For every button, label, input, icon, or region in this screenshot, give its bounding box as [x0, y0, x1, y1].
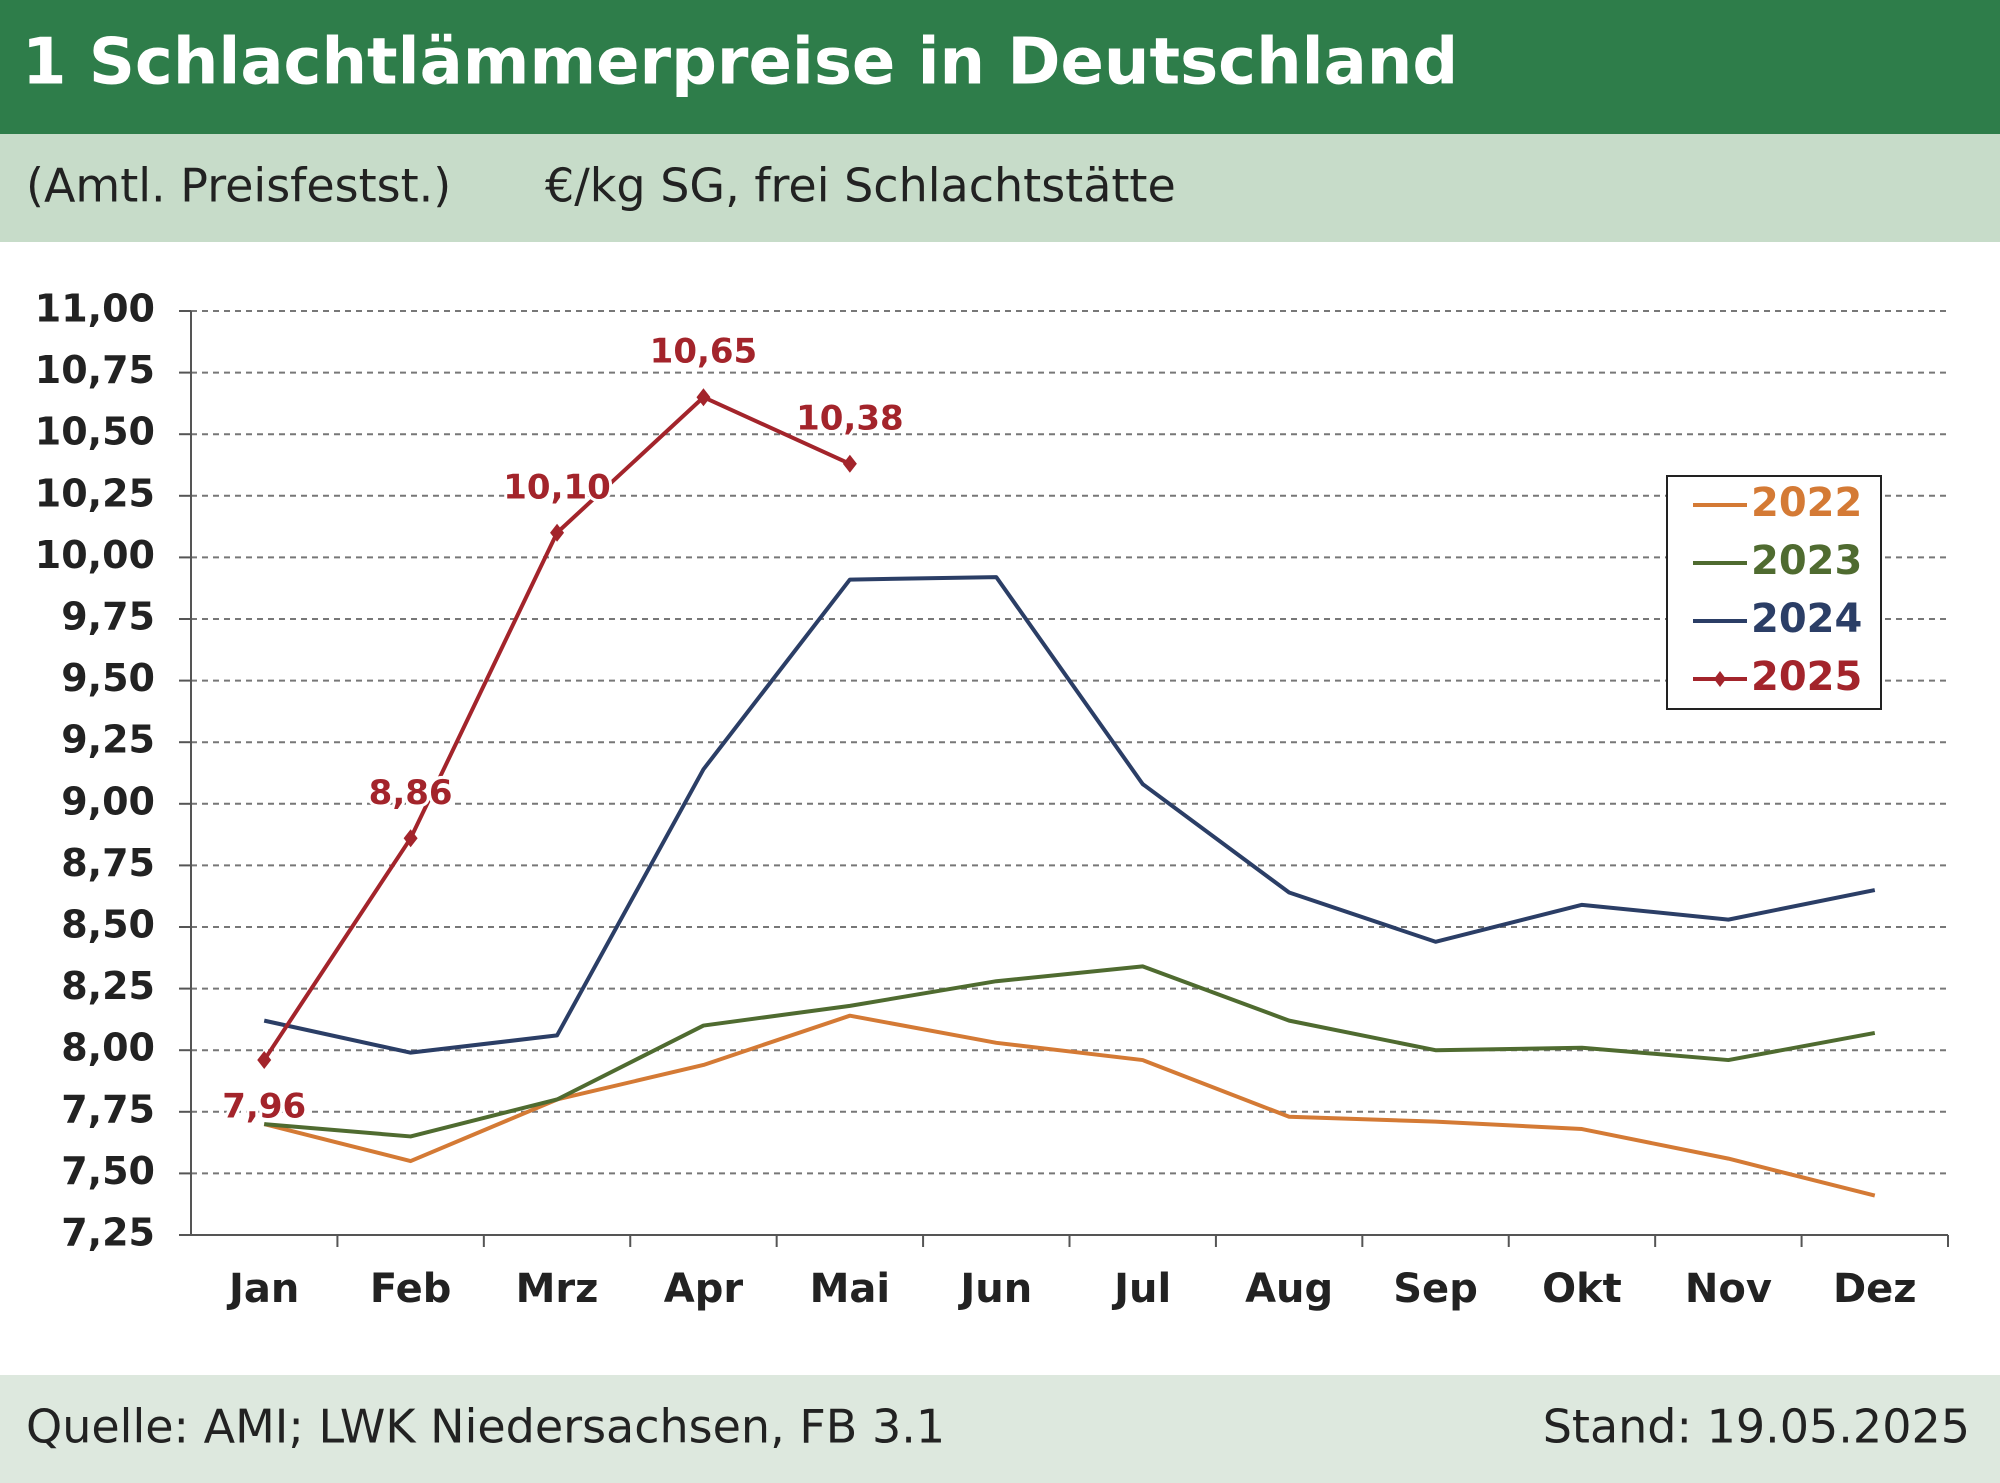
y-tick-label: 10,00 [35, 533, 155, 577]
y-tick-label: 11,00 [35, 287, 155, 331]
marker [842, 454, 857, 473]
x-tick-label: Aug [1245, 1266, 1333, 1312]
chart-title: 1 Schlachtlämmerpreise in Deutschland [22, 26, 1458, 100]
value-label: 10,38 [796, 398, 904, 438]
y-tick-label: 9,75 [61, 595, 155, 639]
subtitle: (Amtl. Preisfestst.) [26, 159, 451, 213]
y-tick-label: 7,25 [61, 1211, 155, 1255]
y-tick-label: 10,25 [35, 471, 155, 515]
subtitle-band [0, 134, 2000, 242]
x-tick-label: Feb [370, 1266, 451, 1312]
x-tick-label: Nov [1685, 1266, 1772, 1312]
series-line [263, 575, 1876, 1055]
x-tick-label: Sep [1393, 1266, 1478, 1312]
value-label: 10,10 [503, 467, 611, 507]
y-tick-label: 8,00 [61, 1026, 155, 1070]
legend-label: 2023 [1751, 538, 1862, 584]
legend-label: 2022 [1751, 480, 1862, 526]
series-line [264, 964, 1876, 1139]
value-label: 10,65 [650, 332, 758, 372]
legend-label: 2025 [1751, 654, 1862, 700]
x-tick-label: Apr [664, 1266, 744, 1312]
series-line [263, 1013, 1876, 1198]
x-tick-label: Jul [1111, 1266, 1171, 1312]
x-tick-label: Mrz [516, 1266, 599, 1312]
x-tick-label: Okt [1542, 1266, 1622, 1312]
y-tick-label: 8,75 [61, 841, 155, 885]
x-tick-label: Jan [226, 1266, 299, 1312]
y-tick-label: 9,25 [61, 718, 155, 762]
marker [403, 829, 418, 848]
value-label: 8,86 [369, 773, 453, 813]
x-tick-label: Jun [957, 1266, 1032, 1312]
y-tick-label: 9,50 [61, 656, 155, 700]
y-tick-label: 7,75 [61, 1087, 155, 1131]
legend-box [1666, 475, 1882, 710]
source: Quelle: AMI; LWK Niedersachsen, FB 3.1 [26, 1400, 945, 1454]
marker [550, 523, 565, 542]
y-tick-label: 9,00 [61, 779, 155, 823]
y-tick-label: 7,50 [61, 1149, 155, 1193]
title-band [0, 0, 2000, 134]
date: Stand: 19.05.2025 [1543, 1400, 1970, 1454]
value-label: 7,96 [222, 1087, 306, 1127]
legend-label: 2024 [1751, 596, 1862, 642]
plot-background [0, 242, 2000, 1375]
unit: €/kg SG, frei Schlachtstätte [545, 159, 1176, 213]
y-tick-label: 8,50 [61, 903, 155, 947]
x-tick-label: Mai [810, 1266, 891, 1312]
legend-marker [1714, 671, 1726, 687]
y-tick-label: 8,25 [61, 964, 155, 1008]
y-tick-label: 10,75 [35, 348, 155, 392]
marker [696, 388, 711, 407]
marker [257, 1051, 272, 1070]
y-tick-label: 10,50 [35, 410, 155, 454]
x-tick-label: Dez [1833, 1266, 1917, 1312]
footer-band [0, 1375, 2000, 1483]
